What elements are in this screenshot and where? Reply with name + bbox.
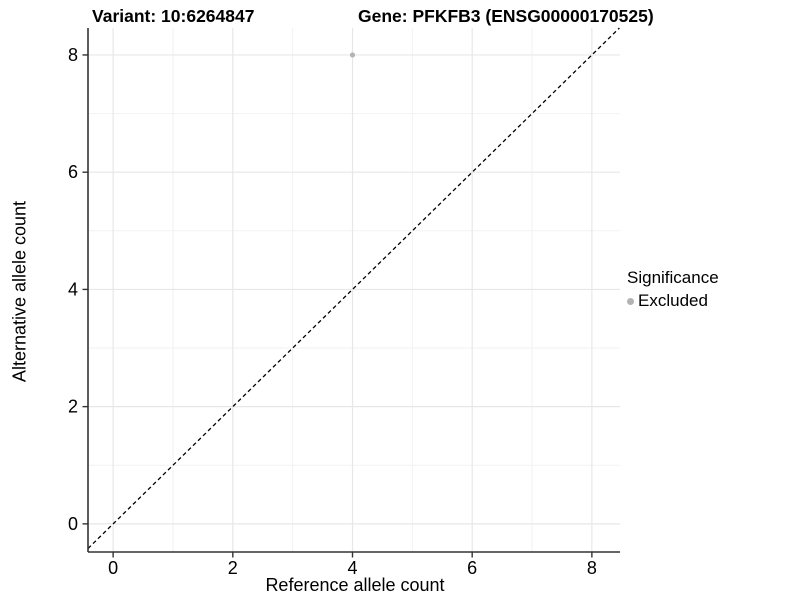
- y-tick-label: 4: [68, 279, 78, 299]
- x-tick-label: 2: [228, 558, 238, 578]
- plot-title-variant: Variant: 10:6264847: [92, 6, 255, 26]
- y-tick-label: 6: [68, 162, 78, 182]
- identity-dashed-line: [87, 27, 620, 549]
- plot-title-gene: Gene: PFKFB3 (ENSG00000170525): [358, 6, 654, 26]
- y-axis-title: Alternative allele count: [9, 200, 30, 383]
- x-tick-label: 0: [108, 558, 118, 578]
- legend-title: Significance: [627, 268, 719, 287]
- y-tick-label: 2: [68, 397, 78, 417]
- x-tick-label: 4: [347, 558, 357, 578]
- data-point: [349, 52, 356, 58]
- y-tick-label: 0: [68, 514, 78, 534]
- y-tick-label: 8: [68, 45, 78, 65]
- legend: Significance Excluded: [627, 268, 719, 311]
- legend-point-icon: [627, 297, 634, 305]
- legend-item-excluded: Excluded: [627, 291, 719, 311]
- x-axis-title: Reference allele count: [265, 575, 445, 595]
- x-tick-label: 8: [587, 558, 597, 578]
- x-tick-label: 6: [467, 558, 477, 578]
- legend-item-label: Excluded: [638, 291, 708, 310]
